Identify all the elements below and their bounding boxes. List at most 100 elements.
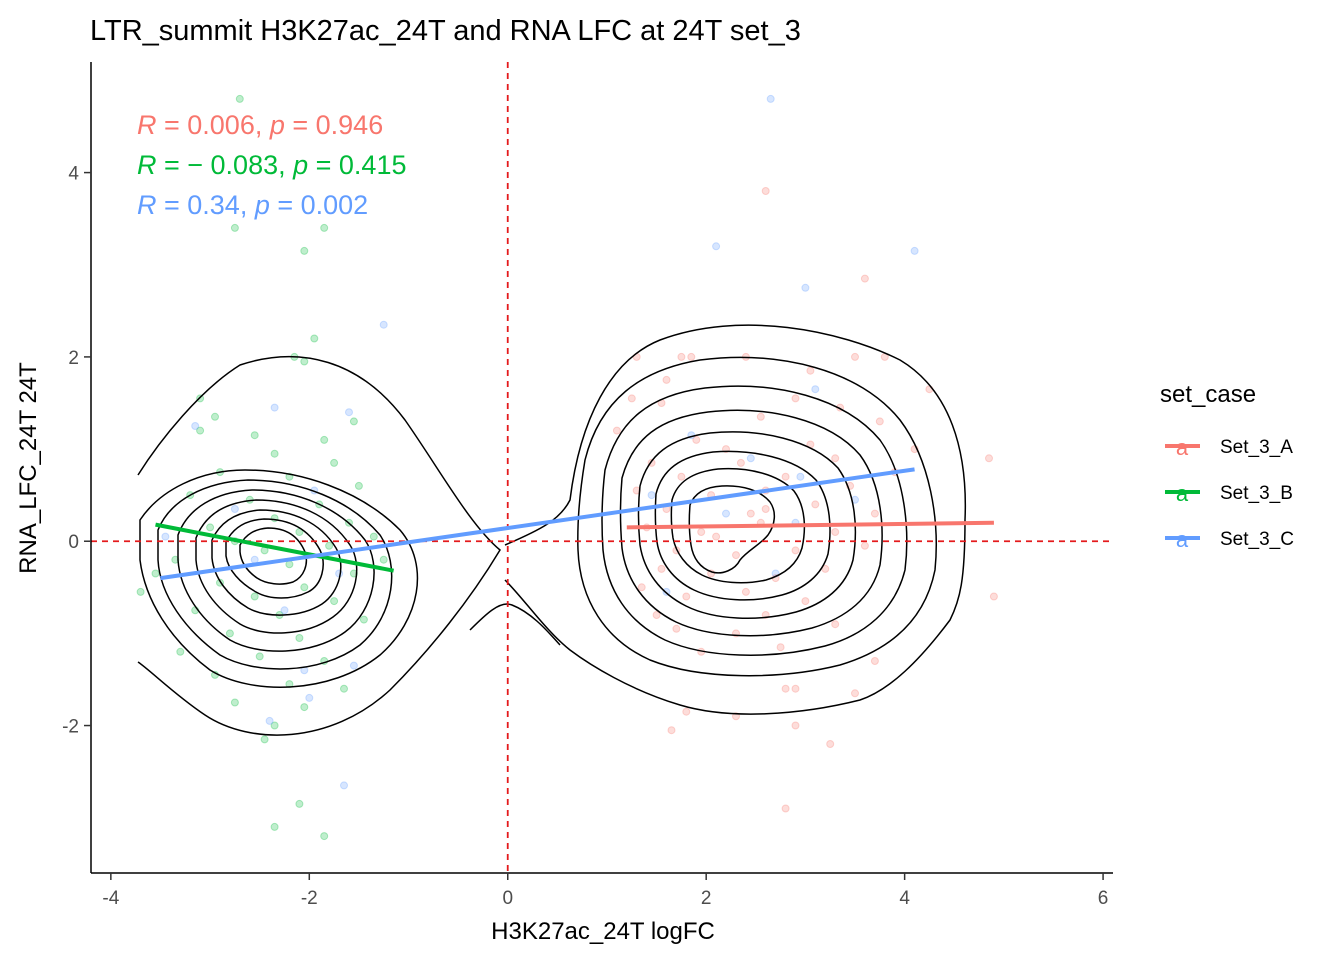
point-set-3-b [270, 721, 279, 730]
point-set-3-a [677, 472, 686, 481]
contour-left-2 [139, 469, 419, 688]
regression-line-set-3-c [160, 467, 915, 581]
point-set-3-b [196, 426, 205, 435]
point-set-3-a [875, 417, 884, 426]
x-tick-label: -4 [102, 888, 119, 909]
point-set-3-a [697, 528, 706, 536]
point-set-3-c [280, 606, 289, 615]
legend-items: a Set_3_Aa Set_3_Ba Set_3_C [1165, 435, 1294, 552]
contour-right-8 [688, 485, 776, 574]
point-set-3-a [627, 394, 636, 403]
point-set-3-a [687, 352, 696, 361]
legend-label: Set_3_B [1220, 483, 1293, 504]
point-set-3-b [250, 431, 259, 440]
x-tick-label: 2 [701, 888, 712, 909]
point-set-3-a [781, 684, 790, 693]
point-set-3-c [746, 454, 755, 463]
point-set-3-b [136, 587, 145, 596]
point-set-3-c [910, 246, 919, 255]
point-set-3-b [340, 684, 348, 693]
point-set-3-a [741, 587, 750, 596]
contour-left-4 [177, 489, 375, 652]
point-set-3-a [692, 435, 701, 444]
x-tick-label: -2 [301, 888, 318, 909]
point-set-3-a [662, 375, 671, 384]
contour-bridge [469, 603, 561, 646]
point-set-3-b [295, 799, 304, 808]
point-set-3-c [647, 491, 656, 500]
point-set-3-a [682, 707, 691, 716]
point-set-3-a [667, 726, 676, 735]
point-set-3-b [225, 629, 234, 638]
point-set-3-a [781, 472, 790, 481]
point-set-3-b [330, 458, 339, 467]
contour-left-1 [137, 355, 501, 736]
regression-lines [155, 467, 994, 581]
point-set-3-b [250, 592, 259, 601]
point-set-3-c [801, 283, 810, 292]
point-set-3-a [677, 352, 686, 361]
point-set-3-a [870, 509, 879, 518]
contour-left-6 [211, 509, 342, 616]
point-set-3-b [369, 532, 378, 541]
legend-key-glyph: a [1176, 527, 1189, 552]
point-set-3-a [761, 505, 770, 513]
contour-left-5 [195, 499, 358, 634]
point-set-3-b [310, 334, 319, 343]
point-set-3-c [270, 403, 279, 412]
point-set-3-a [756, 412, 765, 421]
point-set-3-c [349, 661, 358, 670]
point-set-3-a [736, 458, 745, 467]
point-set-3-b [330, 597, 339, 606]
reference-lines [91, 62, 1113, 873]
point-set-3-c [340, 781, 348, 790]
point-set-3-c [766, 94, 775, 103]
point-set-3-b [300, 357, 309, 366]
point-set-3-a [612, 426, 621, 435]
legend-key-glyph: a [1176, 435, 1189, 460]
point-set-3-a [652, 611, 661, 619]
point-set-3-a [672, 624, 681, 633]
point-set-3-b [260, 735, 269, 744]
point-set-3-b [230, 698, 239, 707]
point-set-3-b [230, 223, 239, 232]
point-set-3-a [791, 721, 800, 730]
point-set-3-c [161, 532, 170, 541]
point-set-3-a [831, 454, 840, 463]
data-points [136, 94, 998, 841]
point-set-3-a [791, 546, 800, 555]
contour-left-7 [225, 518, 324, 599]
point-set-3-c [305, 693, 314, 702]
point-set-3-b [151, 569, 160, 578]
point-set-3-a [811, 500, 820, 509]
legend-title: set_case [1160, 381, 1256, 408]
point-set-3-a [860, 541, 869, 550]
legend-label: Set_3_C [1220, 529, 1294, 550]
point-set-3-a [831, 620, 840, 629]
contour-left-8 [239, 527, 308, 585]
y-tick-label: -2 [62, 717, 79, 738]
point-set-3-c [265, 716, 274, 725]
x-tick-label: 4 [899, 888, 910, 909]
point-set-3-c [379, 320, 388, 329]
contour-right-3 [601, 385, 908, 656]
point-set-3-a [732, 551, 740, 560]
point-set-3-a [851, 352, 859, 361]
x-tick-label: 0 [502, 888, 513, 909]
contour-right-5 [637, 431, 857, 619]
point-set-3-b [171, 555, 180, 564]
point-set-3-a [801, 597, 810, 606]
x-tick-label: 6 [1098, 888, 1109, 909]
point-set-3-a [781, 804, 790, 813]
point-set-3-c [345, 408, 353, 417]
point-set-3-b [320, 832, 329, 841]
legend-key-glyph: a [1176, 481, 1189, 506]
point-set-3-a [985, 454, 993, 463]
point-set-3-b [349, 417, 358, 426]
y-tick-label: 0 [68, 532, 79, 553]
point-set-3-a [791, 394, 800, 403]
y-axis-ticks: -2 0 2 4 [62, 164, 91, 738]
point-set-3-b [295, 634, 304, 642]
point-set-3-b [320, 223, 329, 232]
point-set-3-a [851, 689, 859, 698]
